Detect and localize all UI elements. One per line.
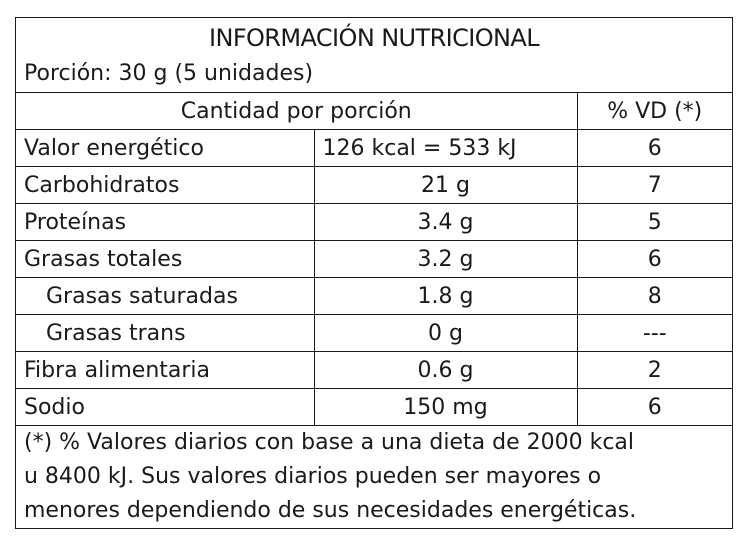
- nutrient-name: Proteínas: [16, 203, 315, 241]
- table-row: Proteínas 3.4 g 5: [16, 203, 732, 241]
- nutrient-name: Grasas saturadas: [16, 277, 315, 315]
- nutrient-amount: 3.4 g: [313, 203, 578, 241]
- nutrient-amount: 0 g: [313, 314, 578, 352]
- nutrient-daily-value: 8: [576, 277, 732, 315]
- nutrient-name: Grasas totales: [16, 240, 315, 278]
- nutrient-amount: 126 kcal = 533 kJ: [313, 129, 578, 167]
- nutrient-daily-value: 6: [576, 388, 732, 426]
- nutrient-daily-value: 5: [576, 203, 732, 241]
- nutrient-name: Carbohidratos: [16, 166, 315, 204]
- nutrient-amount: 21 g: [313, 166, 578, 204]
- footnote-line: (*) % Valores diarios con base a una die…: [24, 430, 635, 455]
- nutrient-daily-value: ---: [576, 314, 732, 352]
- nutrient-daily-value: 6: [576, 129, 732, 167]
- daily-value-header: % VD (*): [576, 92, 732, 130]
- table-row: Grasas trans 0 g ---: [16, 314, 732, 352]
- nutrient-name: Grasas trans: [16, 314, 315, 352]
- nutrient-name: Fibra alimentaria: [16, 351, 315, 389]
- label-header: INFORMACIÓN NUTRICIONAL Porción: 30 g (5…: [16, 18, 732, 92]
- label-title: INFORMACIÓN NUTRICIONAL: [208, 24, 540, 52]
- table-row: Fibra alimentaria 0.6 g 2: [16, 351, 732, 389]
- nutrition-facts-label: INFORMACIÓN NUTRICIONAL Porción: 30 g (5…: [15, 17, 733, 529]
- nutrient-amount: 150 mg: [313, 388, 578, 426]
- table-header-row: Cantidad por porción % VD (*): [16, 92, 732, 130]
- nutrient-amount: 3.2 g: [313, 240, 578, 278]
- daily-value-footnote: (*) % Valores diarios con base a una die…: [24, 426, 724, 528]
- table-row: Grasas saturadas 1.8 g 8: [16, 277, 732, 315]
- footnote-line: u 8400 kJ. Sus valores diarios pueden se…: [24, 464, 602, 489]
- table-row: Grasas totales 3.2 g 6: [16, 240, 732, 278]
- nutrient-daily-value: 6: [576, 240, 732, 278]
- table-row: Carbohidratos 21 g 7: [16, 166, 732, 204]
- nutrient-amount: 0.6 g: [313, 351, 578, 389]
- nutrient-daily-value: 2: [576, 351, 732, 389]
- nutrient-name: Valor energético: [16, 129, 315, 167]
- amount-per-portion-header: Cantidad por porción: [16, 92, 578, 130]
- nutrition-table: Cantidad por porción % VD (*) Valor ener…: [16, 92, 732, 426]
- nutrient-daily-value: 7: [576, 166, 732, 204]
- nutrient-name: Sodio: [16, 388, 315, 426]
- footnote-line: menores dependiendo de sus necesidades e…: [24, 498, 637, 523]
- nutrient-amount: 1.8 g: [313, 277, 578, 315]
- table-row: Valor energético 126 kcal = 533 kJ 6: [16, 129, 732, 167]
- table-row: Sodio 150 mg 6: [16, 388, 732, 426]
- portion-size: Porción: 30 g (5 unidades): [24, 61, 314, 86]
